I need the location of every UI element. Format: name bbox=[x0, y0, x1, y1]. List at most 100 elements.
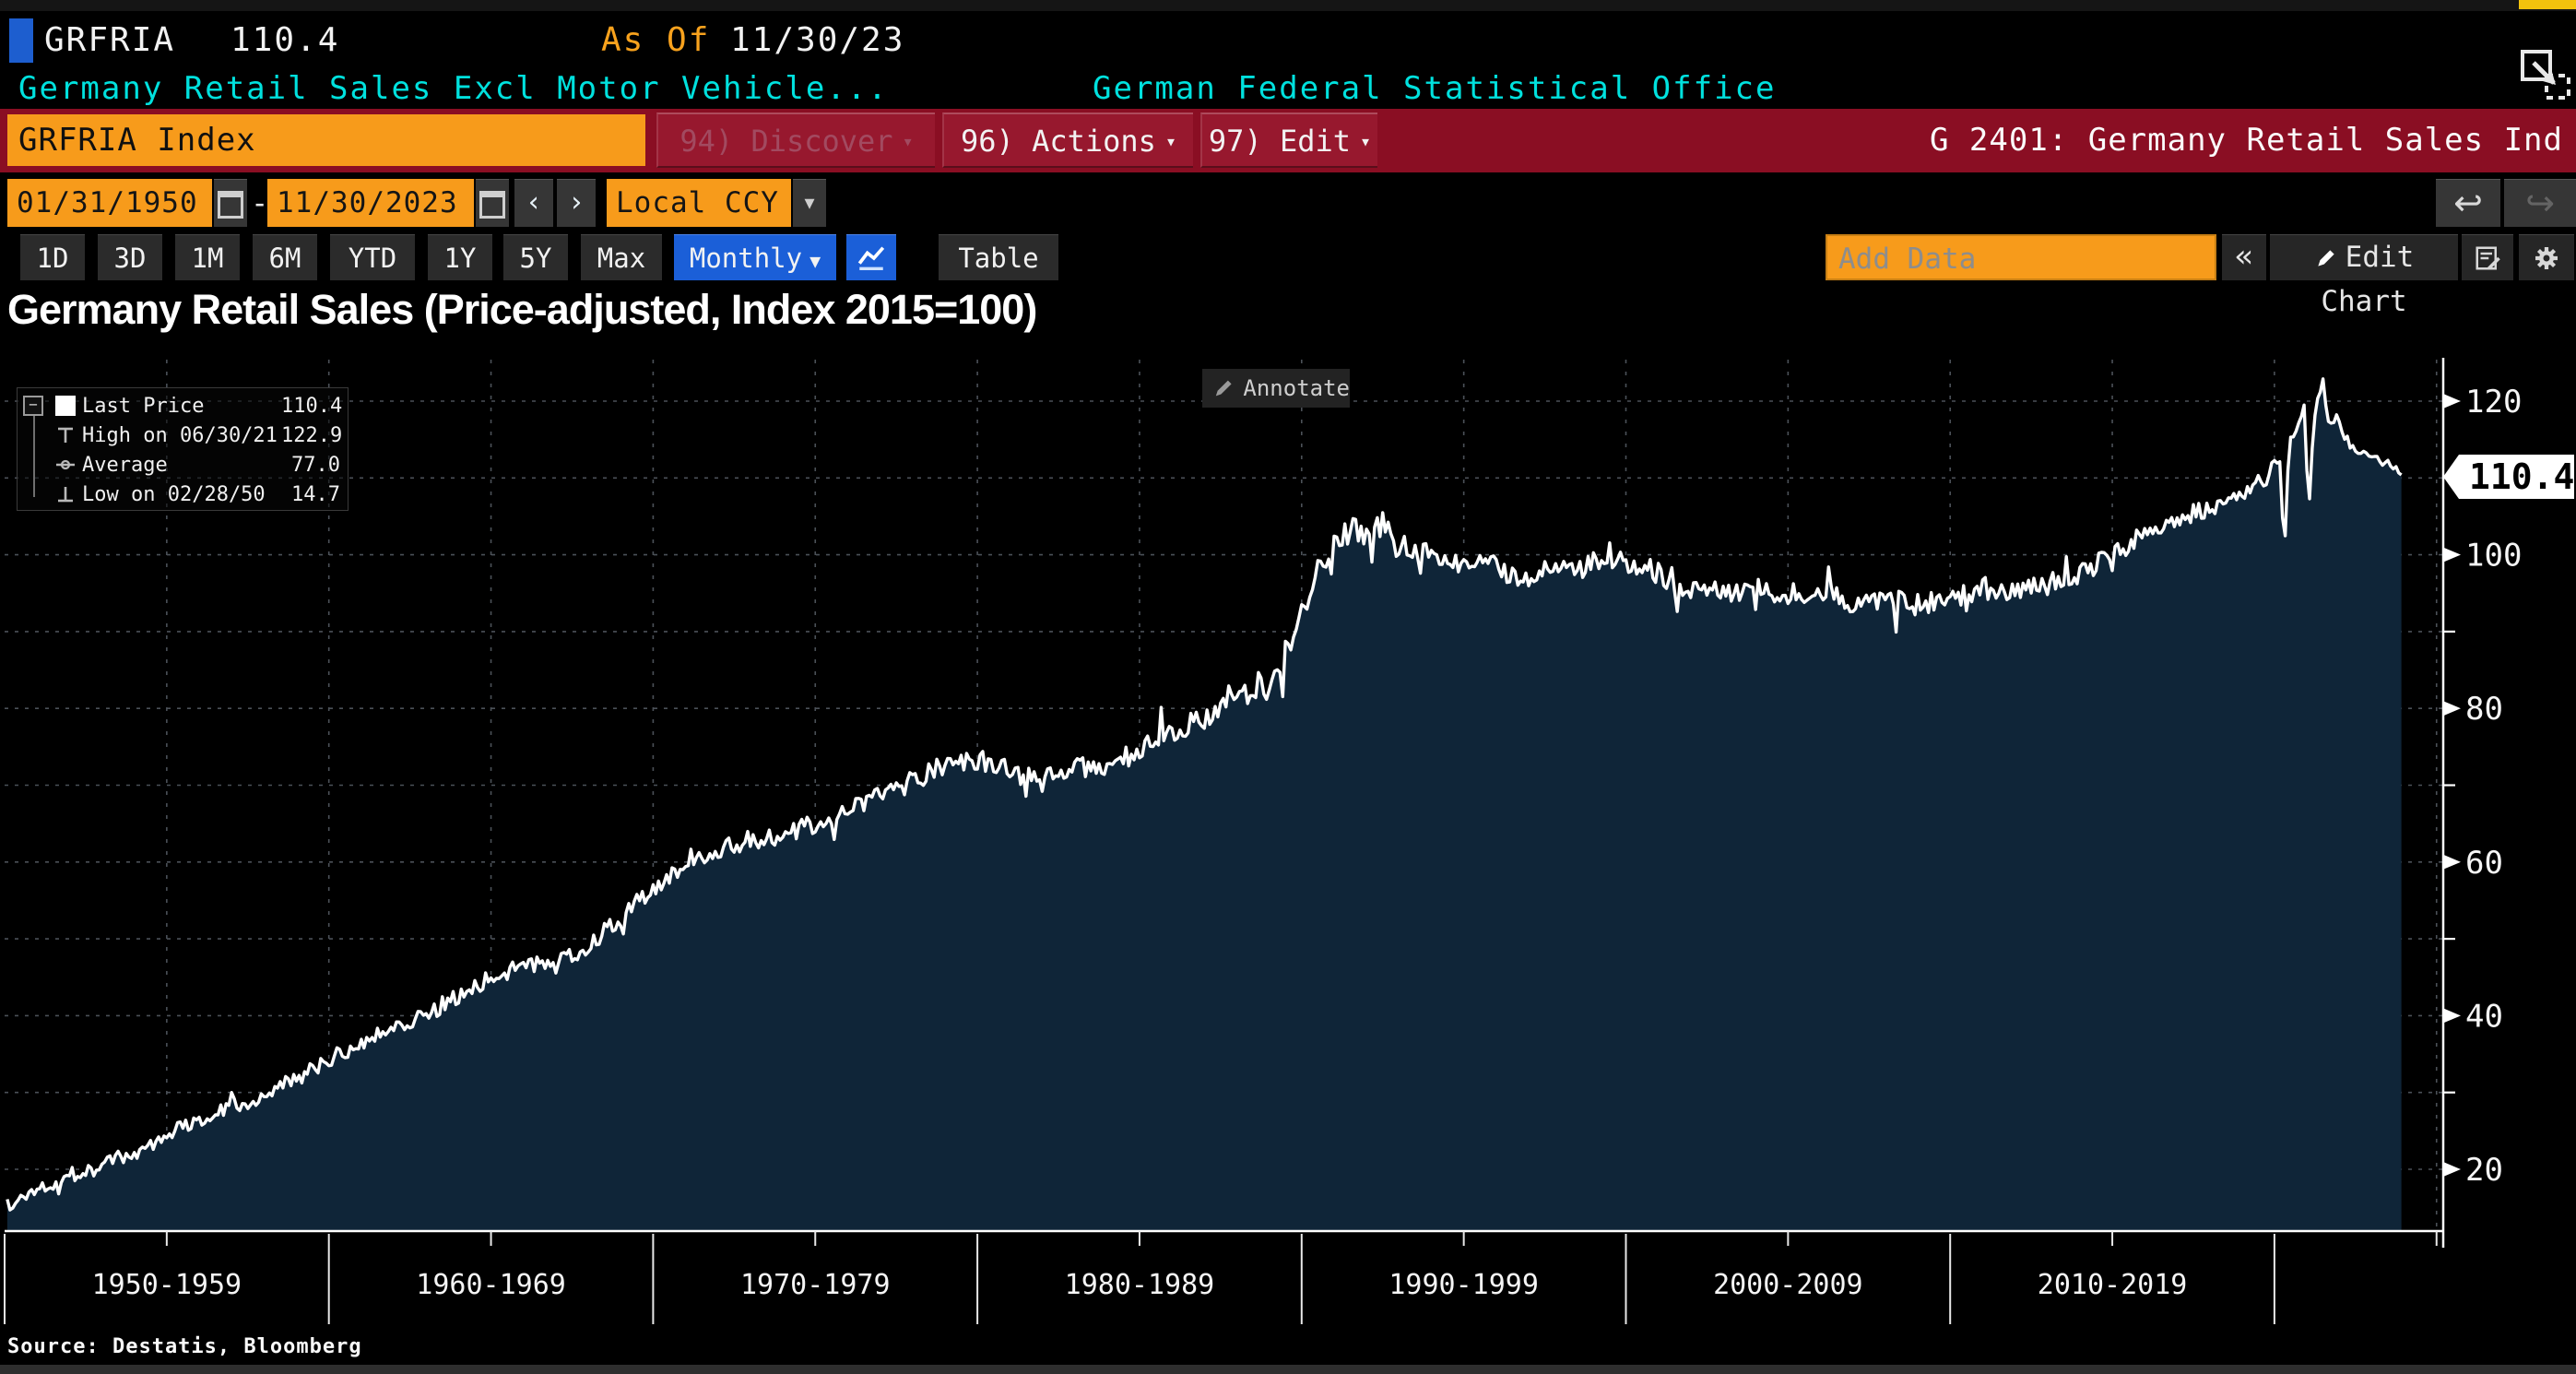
chart-title: Germany Retail Sales (Price-adjusted, In… bbox=[7, 286, 1037, 333]
legend-value: 77.0 bbox=[291, 453, 340, 477]
series-line bbox=[6, 377, 2403, 1212]
legend-row-low: Low on 02/28/50 14.7 bbox=[18, 480, 348, 508]
ticker-color-bar-icon bbox=[9, 18, 33, 63]
edit-button[interactable]: 97) Edit ▾ bbox=[1200, 113, 1377, 168]
undo-button[interactable]: ↩ bbox=[2436, 179, 2500, 227]
y-axis-label: 40 bbox=[2465, 998, 2503, 1035]
date-from-input[interactable]: 01/31/1950 bbox=[7, 179, 212, 227]
add-data-input[interactable]: Add Data bbox=[1826, 234, 2216, 280]
discover-button-label: 94) Discover bbox=[679, 124, 893, 159]
tab-3d[interactable]: 3D bbox=[98, 234, 162, 280]
legend-tree-line bbox=[33, 416, 35, 497]
x-axis-labels: 1950-1959 1960-1969 1970-1979 1980-1989 1990… bbox=[92, 1269, 2188, 1301]
chart-notes-button[interactable] bbox=[2462, 234, 2513, 280]
frequency-select[interactable]: Monthly ▼ bbox=[674, 234, 836, 280]
redo-button[interactable]: ↪ bbox=[2504, 179, 2576, 227]
chart-settings-button[interactable] bbox=[2519, 234, 2574, 280]
actions-button[interactable]: 96) Actions ▾ bbox=[942, 113, 1193, 168]
date-to-input[interactable]: 11/30/2023 bbox=[267, 179, 474, 227]
actions-button-label: 96) Actions bbox=[961, 124, 1156, 159]
x-axis-label: 1970-1979 bbox=[740, 1269, 891, 1301]
x-axis-label: 2010-2019 bbox=[2038, 1269, 2188, 1301]
tab-6m[interactable]: 6M bbox=[253, 234, 317, 280]
last-price-value: 110.4 bbox=[230, 21, 340, 59]
low-marker-icon bbox=[58, 487, 73, 503]
collapse-panel-button[interactable]: « bbox=[2222, 234, 2266, 280]
chevron-down-icon: ▾ bbox=[1164, 130, 1176, 152]
calendar-icon bbox=[218, 191, 243, 219]
edit-chart-button[interactable]: Edit Chart bbox=[2270, 234, 2458, 318]
date-from-calendar-button[interactable] bbox=[214, 179, 247, 227]
series-area bbox=[6, 378, 2402, 1231]
legend-label: Low on 02/28/50 bbox=[82, 482, 266, 506]
y-axis-label: 60 bbox=[2465, 845, 2503, 882]
pencil-icon bbox=[1215, 380, 1232, 397]
y-axis-label: 20 bbox=[2465, 1152, 2503, 1189]
x-axis-label: 1950-1959 bbox=[92, 1269, 242, 1301]
chart-legend[interactable]: − Last Price 110.4 High on 06/30/21 122.… bbox=[17, 387, 349, 511]
chevron-down-icon: ▾ bbox=[902, 130, 914, 152]
x-axis-label: 1960-1969 bbox=[416, 1269, 566, 1301]
chart-controls-row: 1D 3D 1M 6M YTD 1Y 5Y Max Monthly ▼ Table… bbox=[0, 232, 2576, 318]
currency-select[interactable]: Local CCY bbox=[607, 179, 791, 227]
source-note: Source: Destatis, Bloomberg bbox=[7, 1335, 362, 1358]
edit-button-label: 97) Edit bbox=[1208, 124, 1352, 159]
currency-dropdown-button[interactable]: ▾ bbox=[793, 179, 826, 227]
price-series bbox=[6, 377, 2403, 1231]
series-swatch-icon bbox=[55, 396, 76, 416]
as-of-date: 11/30/23 bbox=[730, 21, 905, 59]
chart-axes bbox=[4, 358, 2461, 1324]
tab-ytd[interactable]: YTD bbox=[330, 234, 415, 280]
as-of-label: As Of bbox=[601, 21, 711, 59]
legend-value: 110.4 bbox=[281, 394, 343, 418]
x-axis-label: 1980-1989 bbox=[1065, 1269, 1215, 1301]
window-bottom-strip bbox=[0, 1365, 2576, 1374]
undo-icon: ↩ bbox=[2453, 183, 2483, 223]
calendar-icon bbox=[479, 191, 505, 219]
prev-period-button[interactable]: ‹ bbox=[514, 179, 553, 227]
annotate-button[interactable]: Annotate bbox=[1202, 369, 1350, 408]
tab-5y[interactable]: 5Y bbox=[503, 234, 568, 280]
chevron-down-icon: ▾ bbox=[804, 191, 815, 214]
redo-icon: ↪ bbox=[2525, 183, 2555, 223]
x-axis-label: 2000-2009 bbox=[1713, 1269, 1863, 1301]
y-axis-label: 80 bbox=[2465, 691, 2503, 728]
annotate-label: Annotate bbox=[1243, 375, 1350, 401]
window-top-strip bbox=[0, 0, 2576, 11]
average-marker-icon bbox=[56, 459, 75, 470]
chart-id-label: G 2401: Germany Retail Sales Ind bbox=[1929, 122, 2563, 159]
popout-window-icon[interactable] bbox=[2519, 48, 2572, 101]
legend-label: Last Price bbox=[82, 394, 205, 418]
y-axis-label: 100 bbox=[2465, 538, 2522, 574]
legend-label: High on 06/30/21 bbox=[82, 423, 278, 447]
y-axis-label: 120 bbox=[2465, 384, 2522, 420]
pencil-icon bbox=[2318, 250, 2334, 267]
chevron-down-icon: ▼ bbox=[809, 250, 821, 272]
legend-collapse-icon[interactable]: − bbox=[23, 396, 43, 416]
tab-1m[interactable]: 1M bbox=[175, 234, 240, 280]
discover-button[interactable]: 94) Discover ▾ bbox=[656, 113, 935, 168]
ticker-symbol: GRFRIA bbox=[44, 21, 176, 59]
next-period-button[interactable]: › bbox=[557, 179, 596, 227]
security-ticker-input[interactable]: GRFRIA Index bbox=[7, 114, 645, 166]
date-range-row: 01/31/1950 - 11/30/2023 ‹ › Local CCY ▾ … bbox=[0, 175, 2576, 231]
tab-max[interactable]: Max bbox=[581, 234, 662, 280]
tab-1y[interactable]: 1Y bbox=[428, 234, 492, 280]
frequency-label: Monthly bbox=[689, 243, 803, 274]
y-axis-labels: 20 40 60 80 100 120 bbox=[2465, 384, 2522, 1189]
legend-row-high: High on 06/30/21 122.9 bbox=[18, 421, 348, 449]
security-name: Germany Retail Sales Excl Motor Vehicle.… bbox=[18, 70, 889, 107]
last-price-badge: 110.4 bbox=[2443, 455, 2574, 499]
date-range-separator: - bbox=[251, 185, 269, 220]
line-chart-type-button[interactable] bbox=[846, 234, 896, 280]
legend-row-average: Average 77.0 bbox=[18, 451, 348, 479]
last-price-badge-value: 110.4 bbox=[2469, 456, 2574, 497]
table-button[interactable]: Table bbox=[939, 234, 1058, 280]
edit-chart-label: Edit Chart bbox=[2321, 241, 2415, 318]
window-accent-bar bbox=[2519, 0, 2576, 9]
tab-1d[interactable]: 1D bbox=[20, 234, 85, 280]
legend-value: 14.7 bbox=[291, 482, 340, 506]
date-to-calendar-button[interactable] bbox=[476, 179, 509, 227]
